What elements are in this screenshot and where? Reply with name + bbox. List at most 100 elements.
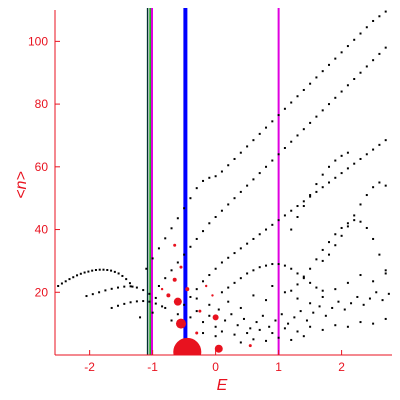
data-point-0-123 — [214, 267, 217, 270]
data-point-0-1 — [60, 282, 63, 285]
data-point-0-235 — [343, 308, 346, 311]
data-point-0-267 — [296, 330, 299, 333]
data-point-0-109 — [334, 96, 337, 99]
data-point-0-167 — [321, 289, 324, 292]
y-tick-label-0: 20 — [35, 285, 49, 299]
data-point-0-2 — [64, 280, 67, 283]
data-point-0-66 — [296, 95, 299, 98]
data-point-0-233 — [331, 306, 334, 309]
data-point-0-76 — [359, 32, 362, 35]
data-point-0-5 — [76, 274, 79, 277]
data-point-0-205 — [139, 316, 142, 319]
data-point-0-112 — [353, 78, 356, 80]
data-point-0-15 — [113, 270, 116, 273]
data-point-0-239 — [368, 297, 371, 300]
data-point-0-176 — [340, 226, 343, 229]
data-point-0-56 — [233, 157, 236, 160]
x-tick-label-3: 1 — [275, 360, 282, 374]
data-point-0-93 — [233, 197, 236, 200]
data-point-0-84 — [176, 261, 179, 264]
data-point-0-165 — [309, 281, 312, 284]
data-point-0-91 — [220, 209, 223, 212]
data-point-0-14 — [110, 269, 113, 272]
data-point-0-38 — [142, 300, 145, 303]
red-marker-11 — [248, 344, 252, 348]
data-point-0-187 — [340, 234, 343, 237]
data-point-0-115 — [372, 59, 375, 62]
data-point-0-67 — [302, 88, 305, 91]
data-point-0-234 — [337, 300, 340, 303]
red-marker-9 — [173, 243, 177, 247]
data-point-0-273 — [372, 322, 375, 325]
data-point-0-223 — [268, 325, 271, 328]
data-point-0-129 — [252, 237, 255, 240]
data-point-0-81 — [157, 285, 160, 287]
data-point-0-145 — [353, 162, 356, 165]
data-point-0-53 — [214, 175, 217, 178]
data-point-0-36 — [129, 301, 132, 304]
data-point-0-144 — [346, 167, 349, 170]
data-point-0-23 — [98, 291, 101, 294]
data-point-0-173 — [321, 248, 324, 251]
data-point-0-158 — [265, 264, 268, 267]
data-point-0-68 — [309, 82, 312, 85]
data-point-0-142 — [334, 176, 337, 179]
data-point-0-8 — [87, 270, 90, 273]
data-point-0-215 — [217, 308, 220, 311]
data-point-0-96 — [252, 178, 255, 181]
data-point-0-54 — [220, 170, 223, 173]
data-point-0-265 — [271, 332, 274, 335]
data-point-0-143 — [340, 172, 343, 175]
data-point-0-110 — [340, 90, 343, 93]
data-point-0-154 — [239, 277, 242, 280]
data-point-0-101 — [283, 147, 286, 149]
data-point-0-13 — [106, 269, 109, 272]
data-point-0-183 — [384, 269, 387, 272]
data-point-0-80 — [384, 10, 387, 13]
data-point-0-162 — [290, 267, 293, 270]
data-point-0-71 — [328, 63, 331, 66]
data-point-0-261 — [220, 330, 223, 333]
data-point-0-30 — [142, 289, 145, 292]
red-marker-15 — [160, 287, 164, 291]
data-point-0-125 — [227, 256, 230, 259]
data-point-0-33 — [110, 306, 113, 309]
data-point-0-219 — [242, 317, 245, 320]
data-point-0-271 — [346, 325, 349, 328]
data-point-0-117 — [384, 46, 387, 49]
data-point-0-12 — [102, 268, 105, 271]
data-point-0-241 — [381, 299, 384, 302]
data-point-0-116 — [378, 52, 381, 55]
red-marker-5 — [166, 293, 171, 298]
tick-labels: -2 -1 0 1 2 20 40 60 80 100 — [28, 34, 345, 374]
red-marker-3 — [214, 344, 223, 353]
data-point-0-43 — [151, 257, 154, 260]
data-point-0-210 — [189, 316, 192, 319]
data-point-0-19 — [128, 282, 131, 285]
data-point-0-139 — [315, 190, 318, 193]
data-point-0-49 — [189, 197, 192, 200]
data-point-0-199 — [315, 183, 318, 186]
data-point-0-171 — [309, 267, 312, 270]
data-point-0-259 — [202, 332, 205, 335]
data-point-0-72 — [334, 57, 337, 60]
data-point-0-102 — [290, 140, 293, 143]
data-point-0-170 — [302, 275, 305, 278]
x-tick-label-4: 2 — [338, 360, 345, 374]
data-point-0-245 — [227, 300, 230, 303]
data-point-0-189 — [353, 214, 356, 217]
data-point-0-132 — [271, 223, 274, 226]
data-point-0-147 — [365, 153, 368, 156]
data-point-0-218 — [236, 324, 239, 327]
data-point-0-212 — [202, 321, 205, 324]
data-point-0-48 — [183, 207, 186, 210]
data-point-0-42 — [145, 267, 148, 270]
data-point-0-149 — [378, 143, 381, 146]
data-point-0-28 — [129, 285, 132, 288]
x-tick-label-0: -2 — [84, 360, 95, 374]
data-point-0-20 — [131, 285, 134, 288]
data-point-0-181 — [372, 237, 375, 240]
data-point-0-177 — [346, 222, 349, 225]
data-point-0-191 — [365, 194, 368, 197]
